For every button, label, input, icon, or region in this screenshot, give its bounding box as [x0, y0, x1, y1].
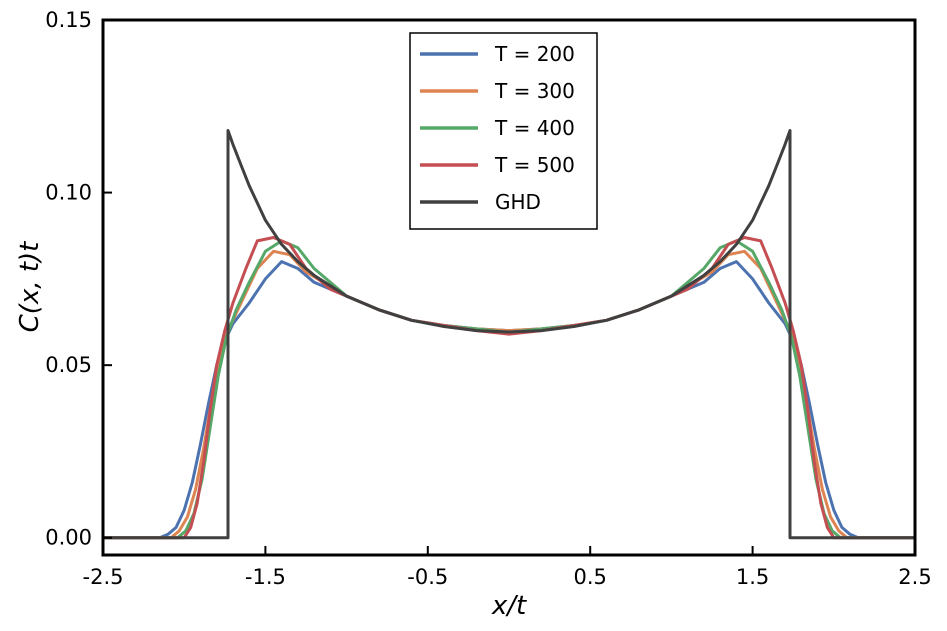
plot-frame	[101, 18, 917, 557]
x-axis-ticks: -2.5 -1.5 -0.5 0.5 1.5 2.5	[83, 546, 932, 589]
series-line-0	[101, 260, 917, 540]
x-axis-title: x/t	[491, 591, 527, 621]
x-tick-label: 0.5	[573, 565, 606, 589]
x-tick-label: -2.5	[83, 565, 124, 589]
x-tick-label: 1.5	[736, 565, 769, 589]
y-axis-ticks: 0.00 0.05 0.10 0.15	[45, 8, 112, 550]
series-line-4	[101, 129, 917, 540]
legend-label-0: T = 200	[494, 42, 575, 66]
x-tick-label: -0.5	[407, 565, 448, 589]
y-tick-label: 0.05	[45, 353, 92, 377]
legend-label-4: GHD	[495, 190, 541, 214]
x-tick-label: 2.5	[898, 565, 931, 589]
x-tick-label: -1.5	[245, 565, 286, 589]
y-axis-title: C(x, t)t	[15, 241, 45, 333]
y-tick-label: 0.10	[45, 181, 92, 205]
legend-label-1: T = 300	[494, 79, 575, 103]
legend-label-3: T = 500	[494, 153, 575, 177]
y-tick-label: 0.15	[45, 8, 92, 32]
series-line-1	[101, 249, 917, 540]
series-layer	[101, 129, 917, 540]
legend-label-2: T = 400	[494, 116, 575, 140]
legend: T = 200 T = 300 T = 400 T = 500 GHD	[409, 32, 598, 230]
series-line-2	[101, 239, 917, 540]
series-line-3	[101, 236, 917, 540]
legend-box	[409, 32, 598, 230]
y-tick-label: 0.00	[45, 526, 92, 550]
